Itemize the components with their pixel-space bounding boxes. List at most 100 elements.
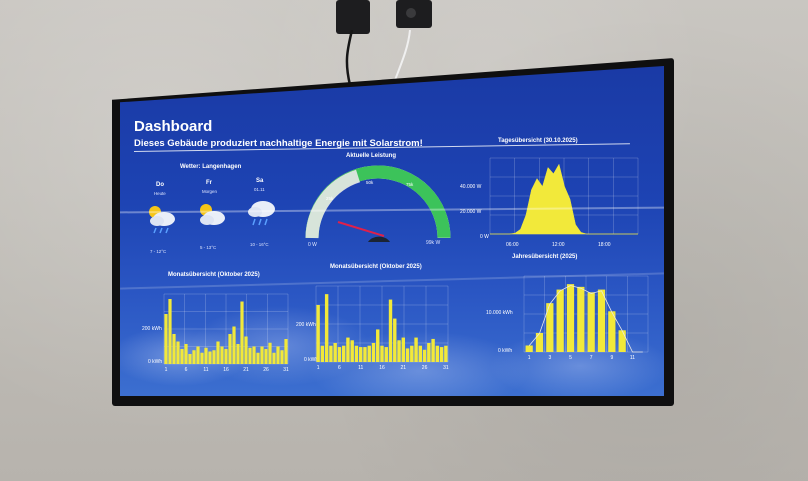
weather-day-3: Sa (256, 178, 264, 184)
bar-9 (196, 346, 200, 364)
bar-27 (427, 343, 431, 362)
weather-day-2-range: 5 - 13°C (200, 245, 217, 250)
bar-8 (192, 350, 196, 364)
month-chart-1: 200 kWh 0 kWh 1 6 11 16 21 26 31 (142, 293, 289, 373)
x-tick-label: 5 (569, 355, 572, 361)
weather-day-1-label: Heute (154, 191, 166, 196)
gauge-tick-3: 75k (406, 182, 414, 187)
bar-2 (535, 333, 544, 352)
x-tick-label: 9 (610, 355, 613, 361)
x-tick-label: 11 (630, 355, 635, 361)
bar-21 (401, 337, 405, 362)
wall-junction-box (336, 0, 370, 34)
bar-10 (200, 352, 204, 364)
x-tick-label: 26 (263, 367, 269, 373)
bar-19 (236, 344, 240, 364)
bar-15 (376, 329, 380, 362)
bar-20 (240, 301, 244, 364)
bar-9 (608, 311, 616, 352)
bar-24 (414, 337, 418, 362)
month-2-y-label-2: 0 kWh (304, 357, 318, 363)
partly-cloudy-icon (200, 204, 225, 225)
bar-6 (337, 347, 342, 362)
x-tick-label: 21 (243, 367, 249, 373)
x-tick-label: 16 (379, 365, 385, 370)
bar-7 (587, 292, 595, 352)
gauge-tick-1: 25k (326, 196, 334, 201)
bar-19 (393, 318, 397, 362)
dashboard-subtitle: Dieses Gebäude produziert nachhaltige En… (134, 138, 423, 149)
bar-8 (346, 337, 350, 362)
bar-2 (168, 299, 172, 364)
bar-6 (184, 344, 188, 364)
x-tick-label: 6 (185, 367, 188, 373)
bar-10 (354, 345, 359, 362)
bar-5 (180, 349, 184, 364)
bar-26 (264, 349, 268, 364)
bar-6 (577, 286, 585, 352)
x-tick-label: 11 (358, 365, 363, 370)
day-y-label-1: 40.000 W (460, 184, 482, 190)
bar-26 (422, 349, 427, 362)
x-tick-label: 11 (203, 367, 208, 373)
day-chart-title: Tagesübersicht (30.10.2025) (498, 138, 578, 144)
bar-29 (435, 345, 440, 362)
bar-11 (359, 347, 363, 362)
day-x-label-2: 12:00 (552, 242, 565, 248)
bar-23 (252, 346, 256, 364)
x-tick-label: 1 (528, 355, 531, 361)
bar-3 (546, 303, 554, 352)
weather-day-2-label: Morgen (202, 189, 217, 194)
bar-3 (172, 334, 176, 364)
year-chart: 10.000 kWh 0 kWh 1 3 5 7 9 11 (486, 275, 649, 361)
bar-20 (397, 340, 401, 362)
x-tick-label: 26 (422, 365, 428, 370)
month-2-y-label-1: 200 kWh (296, 322, 316, 328)
bar-31 (284, 339, 288, 364)
bar-25 (260, 346, 264, 364)
x-tick-label: 7 (590, 355, 593, 361)
gauge-title: Aktuelle Leistung (346, 153, 397, 159)
bar-24 (256, 352, 260, 364)
wall-power-socket (396, 0, 432, 28)
x-tick-label: 6 (338, 365, 341, 370)
gauge-hub (368, 236, 390, 242)
bar-30 (280, 350, 284, 364)
year-y-label-2: 0 kWh (498, 348, 512, 354)
bar-16 (224, 349, 228, 364)
bar-5 (566, 284, 575, 352)
year-chart-title: Jahresübersicht (2025) (512, 254, 578, 260)
bar-10 (618, 330, 626, 352)
dashboard-screen: Dashboard Dieses Gebäude produziert nach… (120, 66, 664, 396)
bar-18 (232, 326, 236, 364)
x-tick-label: 3 (548, 355, 551, 361)
month-1-y-label-1: 200 kWh (142, 326, 162, 332)
gauge-tick-2: 50k (366, 180, 374, 185)
bar-14 (371, 343, 376, 362)
bar-7 (341, 345, 346, 362)
bar-11 (204, 347, 208, 364)
weather-day-1-range: 7 - 12°C (150, 249, 167, 254)
weather-day-1: Do (156, 182, 164, 188)
gauge-max-label: 99k W (426, 240, 440, 246)
bar-18 (388, 299, 393, 362)
day-x-label-3: 18:00 (598, 242, 611, 248)
bar-8 (597, 289, 606, 352)
bar-1 (164, 314, 168, 364)
bar-3 (324, 294, 329, 362)
bar-28 (272, 352, 276, 364)
bar-12 (363, 347, 367, 362)
day-power-area (490, 163, 638, 235)
bar-15 (220, 346, 224, 364)
bar-5 (333, 343, 337, 362)
bar-22 (405, 348, 410, 362)
x-tick-label: 31 (443, 365, 449, 370)
bar-4 (556, 289, 564, 352)
bar-14 (216, 341, 220, 364)
month-chart-1-title: Monatsübersicht (Oktober 2025) (168, 272, 260, 278)
gauge-fill (305, 165, 451, 239)
x-tick-label: 1 (165, 367, 168, 373)
day-y-label-2: 20.000 W (460, 209, 482, 215)
bar-25 (418, 345, 423, 362)
bar-22 (248, 347, 252, 364)
